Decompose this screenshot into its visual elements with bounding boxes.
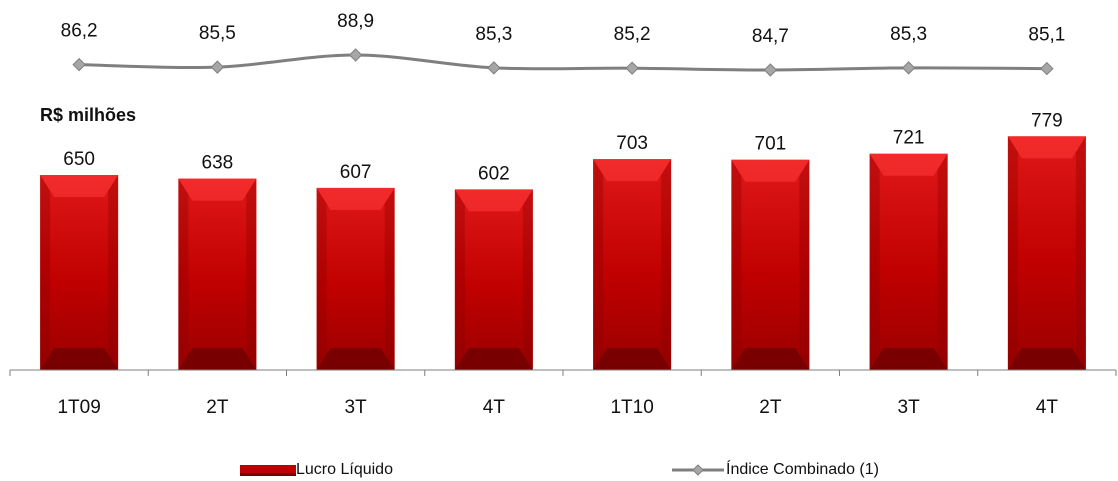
line-point-4: [487, 61, 501, 75]
combo-chart: R$ milhões 650 638 607 602 703 701 721 779 86,2…: [9, 11, 1117, 418]
line-point-1: [72, 57, 86, 72]
x-tick-label-6: 2T: [759, 397, 782, 418]
x-tick-label-3: 3T: [345, 397, 368, 418]
line-value-label-7: 85,3: [890, 24, 927, 45]
line-series-path: [79, 53, 1047, 72]
unit-label: R$ milhões: [40, 105, 136, 125]
line-point-6: [763, 63, 778, 77]
bar-value-label-8: 779: [1031, 110, 1063, 131]
bar-value-label-5: 703: [616, 133, 648, 154]
line-value-label-1: 86,2: [61, 21, 98, 42]
bar-4: [454, 189, 533, 370]
bar-1: [40, 175, 119, 370]
legend-item-bars: Lucro Líquido: [240, 460, 393, 480]
legend-label-line: Índice Combinado (1): [726, 461, 879, 478]
line-point-2: [210, 60, 225, 74]
line-value-label-5: 85,2: [614, 24, 651, 45]
line-value-label-6: 84,7: [752, 26, 789, 47]
bar-6: [731, 159, 810, 370]
x-tick-label-2: 2T: [206, 397, 229, 418]
line-value-label-3: 88,9: [337, 11, 374, 32]
line-point-5: [625, 61, 639, 75]
bar-2: [178, 178, 257, 370]
legend-swatch-bars: [240, 465, 296, 476]
legend-swatch-line: [672, 464, 724, 476]
line-point-3: [348, 48, 363, 62]
bar-5: [593, 159, 672, 370]
bar-value-label-6: 701: [755, 134, 787, 155]
legend-item-line: Índice Combinado (1): [672, 460, 879, 480]
legend-label-bars: Lucro Líquido: [296, 461, 393, 478]
bar-value-label-1: 650: [63, 149, 95, 170]
x-tick-label-5: 1T10: [610, 397, 653, 418]
x-tick-label-7: 3T: [898, 397, 921, 418]
bar-value-label-4: 602: [478, 163, 510, 184]
x-tick-label-1: 1T09: [57, 397, 100, 418]
bar-3: [316, 187, 395, 370]
line-point-8: [1040, 61, 1054, 76]
bar-value-label-7: 721: [893, 128, 925, 149]
line-point-7: [901, 61, 916, 75]
x-tick-label-8: 4T: [1036, 397, 1059, 418]
line-value-label-4: 85,3: [475, 24, 512, 45]
line-value-label-8: 85,1: [1028, 25, 1065, 46]
bar-value-label-2: 638: [202, 153, 234, 174]
bar-7: [869, 153, 948, 370]
bar-8: [1007, 136, 1086, 370]
bar-value-label-3: 607: [340, 162, 372, 183]
x-tick-label-4: 4T: [483, 397, 506, 418]
line-value-label-2: 85,5: [199, 23, 236, 44]
